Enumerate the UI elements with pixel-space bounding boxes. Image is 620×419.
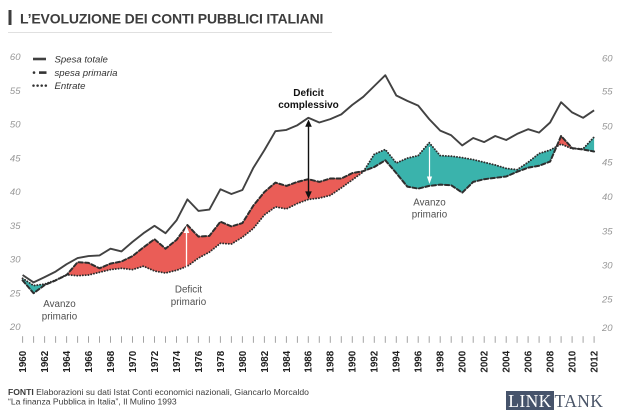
svg-text:Deficit: Deficit [293, 88, 324, 99]
svg-text:1988: 1988 [326, 350, 337, 372]
svg-text:2004: 2004 [502, 350, 513, 372]
svg-text:55: 55 [602, 87, 613, 98]
svg-text:20: 20 [9, 322, 21, 333]
svg-text:20: 20 [601, 323, 613, 334]
svg-text:1974: 1974 [172, 350, 183, 372]
svg-text:1962: 1962 [40, 350, 51, 372]
svg-text:1968: 1968 [106, 350, 117, 372]
svg-text:2002: 2002 [480, 350, 491, 372]
svg-text:1990: 1990 [348, 350, 359, 372]
svg-text:1998: 1998 [436, 350, 447, 372]
svg-text:1992: 1992 [370, 350, 381, 372]
svg-text:60: 60 [10, 52, 21, 63]
svg-text:1964: 1964 [62, 350, 73, 372]
svg-text:1982: 1982 [260, 350, 271, 372]
svg-text:60: 60 [602, 54, 613, 65]
svg-text:complessivo: complessivo [278, 100, 339, 111]
svg-text:“La finanza Pubblica in Italia: “La finanza Pubblica in Italia”, Il Muli… [8, 397, 177, 407]
svg-text:2000: 2000 [458, 350, 469, 372]
svg-text:35: 35 [602, 227, 613, 238]
svg-text:1996: 1996 [414, 350, 425, 372]
svg-text:1970: 1970 [128, 350, 139, 372]
svg-text:30: 30 [10, 255, 21, 266]
svg-text:1986: 1986 [304, 350, 315, 372]
svg-text:2010: 2010 [568, 350, 579, 372]
svg-text:40: 40 [10, 187, 21, 198]
svg-text:primario: primario [171, 297, 207, 308]
svg-text:primario: primario [412, 210, 448, 221]
svg-text:45: 45 [10, 153, 21, 164]
svg-text:1976: 1976 [194, 350, 205, 372]
svg-text:2012: 2012 [590, 350, 601, 372]
svg-text:1978: 1978 [216, 350, 227, 372]
svg-text:Entrate: Entrate [55, 81, 86, 92]
svg-text:50: 50 [602, 121, 613, 132]
svg-text:Avanzo: Avanzo [413, 198, 446, 209]
svg-text:spesa primaria: spesa primaria [55, 68, 118, 79]
svg-text:50: 50 [10, 120, 21, 131]
svg-text:40: 40 [602, 192, 613, 203]
svg-text:1972: 1972 [150, 350, 161, 372]
svg-text:LINK: LINK [508, 391, 551, 411]
svg-text:25: 25 [601, 294, 613, 305]
svg-text:25: 25 [9, 288, 21, 299]
svg-text:1966: 1966 [84, 350, 95, 372]
svg-text:1960: 1960 [18, 350, 29, 372]
svg-text:Avanzo: Avanzo [43, 299, 76, 310]
svg-text:TANK: TANK [555, 391, 604, 411]
svg-text:primario: primario [42, 311, 78, 322]
svg-text:55: 55 [10, 86, 21, 97]
svg-text:1984: 1984 [282, 350, 293, 372]
svg-text:1994: 1994 [392, 350, 403, 372]
svg-text:Deficit: Deficit [175, 285, 202, 296]
svg-text:35: 35 [10, 221, 21, 232]
svg-text:Spesa totale: Spesa totale [55, 54, 108, 65]
svg-text:L’EVOLUZIONE DEI CONTI PUBBLIC: L’EVOLUZIONE DEI CONTI PUBBLICI ITALIANI [20, 10, 323, 26]
svg-text:2006: 2006 [524, 350, 535, 372]
svg-text:30: 30 [602, 260, 613, 271]
svg-text:2008: 2008 [546, 350, 557, 372]
svg-text:FONTI Elaborazioni su dati Ist: FONTI Elaborazioni su dati Istat Conti e… [8, 387, 309, 397]
svg-text:1980: 1980 [238, 350, 249, 372]
svg-text:45: 45 [602, 157, 613, 168]
